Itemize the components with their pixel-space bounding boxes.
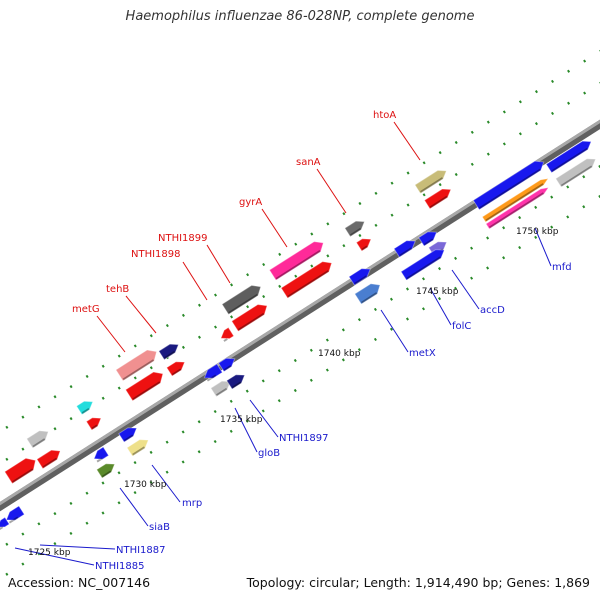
pink-gene-a [485, 186, 550, 230]
topology-text: Topology: circular; Length: 1,914,490 bp… [246, 575, 590, 590]
leader-metX [380, 309, 409, 353]
scale-label-1725: 1725 kbp [28, 548, 71, 558]
red-gene-e [85, 417, 102, 431]
tehB-gene [115, 349, 158, 382]
navy-gene-b [226, 374, 246, 390]
leader-htoA [393, 121, 421, 161]
leader-metG [96, 315, 126, 353]
map-title: Haemophilus influenzae 86-028NP, complet… [125, 9, 475, 24]
gene-label-siaB[interactable]: siaB [149, 522, 170, 533]
grey-gene-c [26, 430, 49, 449]
gene-label-NTHI1897[interactable]: NTHI1897 [279, 433, 329, 444]
metX-gene [354, 283, 381, 305]
leader-accD [451, 269, 480, 310]
scale-label-1740: 1740 kbp [318, 349, 361, 359]
NTHI1899-gene [221, 284, 262, 316]
yellow-gene [126, 439, 150, 457]
gene-label-htoA[interactable]: htoA [373, 110, 396, 121]
gene-label-gloB[interactable]: gloB [258, 448, 280, 459]
cyan-gene [75, 400, 94, 416]
blue-gene-d [203, 363, 223, 382]
orange-gene [481, 177, 550, 223]
red-gene-htoA [423, 188, 452, 210]
red-gene-gyrA [280, 261, 333, 299]
leader-NTHI1899 [206, 244, 231, 284]
gene-label-NTHI1898[interactable]: NTHI1898 [131, 249, 181, 260]
red-gene-g [36, 449, 61, 470]
leader-NTHI1897 [249, 399, 279, 438]
blue-gene-g [93, 446, 110, 463]
gene-label-metG[interactable]: metG [72, 304, 100, 315]
olive-gene [96, 463, 116, 479]
blue-gene-e [217, 357, 236, 373]
gene-label-folC[interactable]: folC [452, 321, 471, 332]
blue-gene-b [418, 231, 438, 247]
grey-gene-b [210, 380, 232, 398]
blue-gene-h [5, 505, 25, 524]
gene-label-NTHI1899[interactable]: NTHI1899 [158, 233, 208, 244]
tick-row-3 [0, 164, 600, 551]
leader-gyrA [261, 208, 288, 248]
navy-gene [158, 343, 180, 361]
gene-label-sanA[interactable]: sanA [296, 157, 321, 168]
gene-features [0, 140, 597, 531]
blue-gene-f [118, 427, 138, 443]
NTHI1898-gene [231, 303, 268, 332]
blue-gene-c [348, 268, 372, 286]
leader-NTHI1898 [182, 261, 208, 301]
label-leader-lines [14, 121, 552, 566]
gene-label-NTHI1887[interactable]: NTHI1887 [116, 545, 166, 556]
gene-label-accD[interactable]: accD [480, 305, 505, 316]
leader-folC [429, 287, 452, 326]
grey-gene-top [555, 158, 597, 188]
leader-sanA [316, 168, 347, 214]
scale-label-1730: 1730 kbp [124, 480, 167, 490]
tick-row-4 [0, 194, 600, 581]
accession-text: Accession: NC_007146 [8, 575, 151, 590]
sanA-gene [344, 220, 366, 238]
red-tiny-gene [220, 326, 235, 342]
red-gene-f [4, 457, 37, 485]
leader-NTHI1887 [39, 544, 116, 550]
tick-row-2 [0, 81, 600, 466]
scale-label-1735: 1735 kbp [220, 415, 263, 425]
gyrA-gene [268, 241, 324, 281]
gene-label-tehB[interactable]: tehB [106, 284, 129, 295]
tick-row-1 [0, 49, 600, 434]
folC-gene [393, 240, 417, 258]
blue-gene-i [0, 516, 10, 531]
metG-gene [124, 371, 164, 402]
red-gene-d [166, 361, 186, 377]
blue-gene-top [545, 140, 592, 174]
leader-mrp [151, 464, 181, 503]
leader-siaB [119, 487, 149, 527]
mfd-gene [472, 160, 545, 211]
gene-label-gyrA[interactable]: gyrA [239, 197, 262, 208]
accD-gene [400, 249, 445, 281]
leader-NTHI1885 [14, 547, 95, 566]
gene-label-metX[interactable]: metX [409, 348, 436, 359]
gene-label-mrp[interactable]: mrp [182, 498, 202, 509]
leader-mfd [534, 227, 552, 267]
scale-label-1750: 1750 kbp [516, 227, 559, 237]
leader-tehB [125, 295, 157, 334]
scale-label-1745: 1745 kbp [416, 287, 459, 297]
htoA-gene [414, 169, 448, 195]
gene-label-NTHI1885[interactable]: NTHI1885 [95, 561, 145, 572]
red-small-gene [355, 238, 372, 252]
gene-label-mfd[interactable]: mfd [552, 262, 572, 273]
leader-gloB [234, 407, 258, 453]
